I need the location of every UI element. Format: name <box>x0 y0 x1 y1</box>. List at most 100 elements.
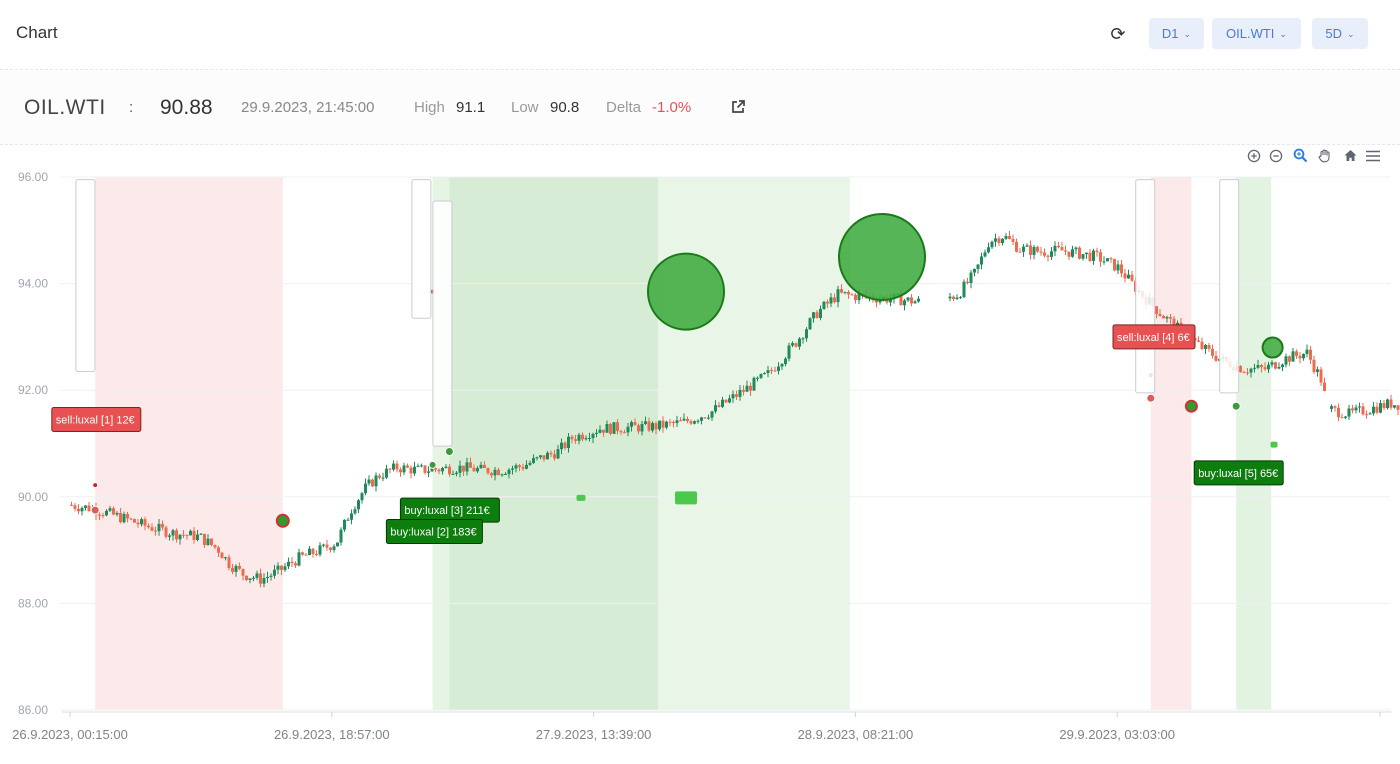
candle-body <box>1302 353 1305 359</box>
candle-body <box>273 569 276 576</box>
delta-label: Delta <box>606 99 642 116</box>
candle-body <box>388 468 392 470</box>
candle-body <box>602 429 605 433</box>
candle-body <box>917 298 920 302</box>
trade-marker <box>90 505 100 515</box>
candle-body <box>1361 406 1365 415</box>
range-dropdown[interactable]: 5D ⌄ <box>1312 18 1368 49</box>
candle-body <box>1340 417 1344 419</box>
candle-body <box>308 548 311 556</box>
candle-body <box>563 442 567 449</box>
candle-body <box>262 578 266 584</box>
candle-body <box>1305 349 1309 354</box>
candle-body <box>360 493 364 501</box>
zoom-in-icon[interactable] <box>1244 148 1264 168</box>
candle-body <box>710 411 714 418</box>
candle-body <box>444 466 448 469</box>
home-icon[interactable] <box>1340 148 1360 168</box>
quote-price: 90.88 <box>160 96 213 119</box>
candle-body <box>1382 403 1386 409</box>
candle-body <box>591 433 595 438</box>
candle-body <box>1316 369 1319 372</box>
candle-body <box>224 557 227 559</box>
candle-body <box>1053 245 1057 252</box>
candle-body <box>269 575 273 577</box>
y-tick-label: 92.00 <box>18 383 48 397</box>
candle-body <box>595 432 598 434</box>
candle-body <box>1281 364 1284 368</box>
candle-body <box>570 436 574 440</box>
candle-body <box>899 293 903 306</box>
trade-marker <box>1146 393 1156 403</box>
candle-body <box>857 293 861 301</box>
candle-body <box>178 534 182 540</box>
candle-body <box>402 465 406 473</box>
candle-body <box>948 296 952 299</box>
candle-body <box>1396 405 1400 410</box>
candle-body <box>1155 306 1158 314</box>
candle-body <box>350 513 353 520</box>
candle-body <box>577 434 581 441</box>
candle-body <box>518 465 521 468</box>
candle-body <box>322 544 325 546</box>
candle-body <box>1060 247 1064 251</box>
candle-body <box>70 504 73 506</box>
candle-body <box>1253 367 1256 369</box>
candle-body <box>616 422 619 432</box>
candle-body <box>521 467 525 469</box>
menu-icon[interactable] <box>1363 148 1383 168</box>
candle-body <box>791 343 794 346</box>
chevron-down-icon: ⌄ <box>1183 29 1192 39</box>
candle-body <box>441 468 444 472</box>
candle-body <box>1291 351 1295 362</box>
candle-body <box>1078 247 1081 259</box>
external-link-icon[interactable] <box>730 99 746 120</box>
candle-body <box>686 418 689 422</box>
candle-body <box>1050 251 1053 257</box>
candle-body <box>507 469 511 474</box>
candle-body <box>1172 318 1176 330</box>
candle-body <box>175 530 178 540</box>
candle-body <box>1277 367 1281 369</box>
candle-body <box>952 296 955 300</box>
candle-body <box>364 483 367 494</box>
pan-hand-icon[interactable] <box>1314 148 1334 168</box>
zoom-out-icon[interactable] <box>1266 148 1286 168</box>
candle-body <box>560 442 563 450</box>
candle-body <box>381 477 385 479</box>
annotation-box <box>411 179 432 319</box>
zoom-selection-icon[interactable] <box>1290 148 1310 168</box>
candle-body <box>199 533 203 535</box>
shaded-region <box>1236 177 1272 710</box>
candle-body <box>157 523 161 532</box>
candle-body <box>826 301 829 304</box>
candle-body <box>1169 317 1172 319</box>
candle-body <box>1375 406 1379 413</box>
low-value: 90.8 <box>550 99 580 116</box>
candle-body <box>1214 355 1218 361</box>
y-tick-label: 94.00 <box>18 277 48 291</box>
candle-body <box>574 439 577 441</box>
candle-body <box>623 432 626 434</box>
annotation-box <box>75 179 96 373</box>
candle-body <box>1074 247 1078 250</box>
candle-body <box>448 466 451 475</box>
candle-body <box>735 394 738 397</box>
candle-body <box>213 544 217 548</box>
timeframe-dropdown[interactable]: D1 ⌄ <box>1149 18 1204 49</box>
candle-body <box>658 420 661 430</box>
symbol-dropdown[interactable]: OIL.WTI ⌄ <box>1212 18 1301 49</box>
low-label: Low <box>511 99 539 116</box>
candle-body <box>724 399 728 403</box>
candle-body <box>332 546 336 550</box>
candle-body <box>115 512 119 515</box>
trade-marker <box>428 460 437 469</box>
refresh-icon[interactable]: ⟳ <box>1110 24 1126 44</box>
candle-body <box>836 289 840 303</box>
candle-body <box>626 426 630 433</box>
candle-body <box>1095 250 1099 253</box>
candle-body <box>875 299 878 303</box>
price-chart[interactable]: 96.00 94.00 92.00 90.00 88.00 86.00 26.9.2023,… <box>0 145 1400 764</box>
candle-body <box>1204 344 1207 349</box>
candle-body <box>994 238 997 242</box>
